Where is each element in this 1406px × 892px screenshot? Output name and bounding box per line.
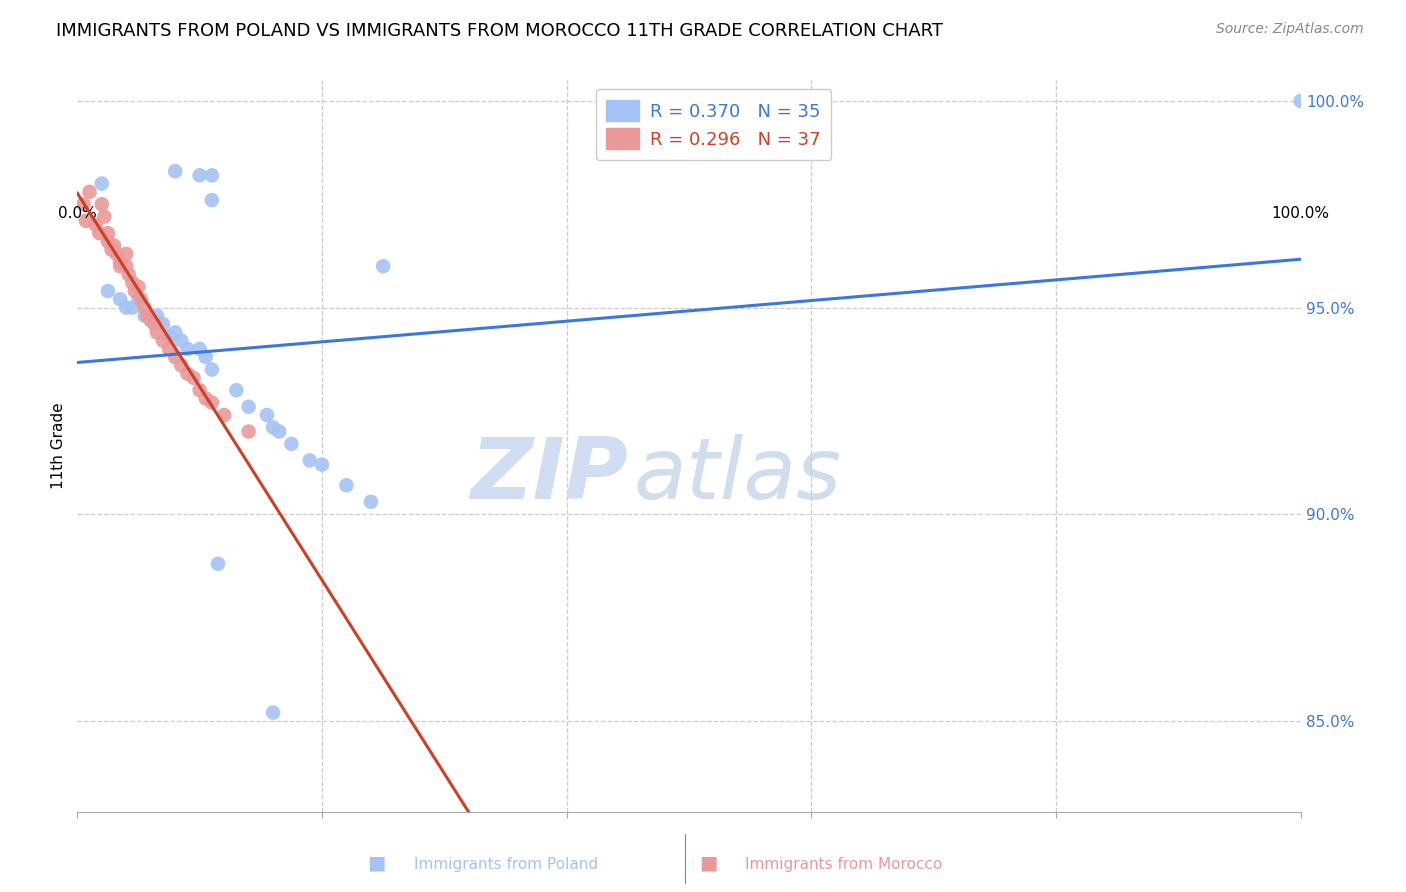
Point	[79, 185, 101, 199]
Point	[134, 309, 156, 323]
Text: 100.0%: 100.0%	[1271, 206, 1330, 221]
Text: ZIP: ZIP	[470, 434, 628, 516]
Point	[121, 276, 143, 290]
Text: atlas: atlas	[634, 434, 842, 516]
Point	[157, 329, 180, 343]
Point	[176, 367, 198, 381]
Y-axis label: 11th Grade: 11th Grade	[51, 402, 66, 490]
Point	[97, 284, 120, 298]
Point	[188, 169, 211, 183]
Text: ■: ■	[699, 854, 718, 872]
Point	[75, 214, 97, 228]
Point	[298, 453, 321, 467]
Point	[165, 326, 187, 340]
Point	[115, 301, 138, 315]
Point	[118, 268, 141, 282]
Point	[1289, 94, 1312, 108]
Point	[134, 301, 156, 315]
Point	[201, 193, 224, 207]
Text: Immigrants from Poland: Immigrants from Poland	[415, 857, 598, 872]
Point	[105, 247, 128, 261]
Point	[146, 326, 169, 340]
Point	[165, 350, 187, 364]
Point	[207, 557, 229, 571]
Point	[108, 255, 131, 269]
Point	[90, 177, 112, 191]
Point	[183, 371, 205, 385]
Point	[311, 458, 333, 472]
Point	[335, 478, 357, 492]
Point	[139, 313, 162, 327]
Point	[262, 706, 284, 720]
Point	[93, 210, 115, 224]
Point	[194, 392, 217, 406]
Point	[97, 235, 120, 249]
Point	[152, 334, 174, 348]
Point	[152, 317, 174, 331]
Point	[170, 359, 193, 373]
Point	[188, 383, 211, 397]
Point	[108, 259, 131, 273]
Point	[90, 197, 112, 211]
Point	[89, 226, 111, 240]
Point	[115, 247, 138, 261]
Text: Immigrants from Morocco: Immigrants from Morocco	[745, 857, 942, 872]
Point	[201, 395, 224, 409]
Point	[72, 197, 94, 211]
Point	[269, 425, 291, 439]
Point	[176, 342, 198, 356]
Point	[212, 408, 235, 422]
Point	[256, 408, 278, 422]
Text: 0.0%: 0.0%	[58, 206, 97, 221]
Point	[100, 243, 122, 257]
Point	[262, 420, 284, 434]
Point	[146, 309, 169, 323]
Point	[371, 259, 394, 273]
Point	[238, 400, 260, 414]
Point	[124, 284, 146, 298]
Legend: R = 0.370   N = 35, R = 0.296   N = 37: R = 0.370 N = 35, R = 0.296 N = 37	[596, 89, 831, 160]
Point	[170, 334, 193, 348]
Point	[103, 238, 125, 252]
Point	[201, 362, 224, 376]
Point	[188, 342, 211, 356]
Point	[280, 437, 302, 451]
Point	[201, 169, 224, 183]
Point	[139, 313, 162, 327]
Point	[194, 350, 217, 364]
Point	[121, 301, 143, 315]
Text: ■: ■	[367, 854, 387, 872]
Point	[136, 309, 159, 323]
Point	[108, 293, 131, 307]
Point	[157, 342, 180, 356]
Point	[128, 280, 150, 294]
Point	[129, 293, 152, 307]
Point	[115, 259, 138, 273]
Point	[165, 164, 187, 178]
Text: Source: ZipAtlas.com: Source: ZipAtlas.com	[1216, 22, 1364, 37]
Point	[128, 293, 150, 307]
Text: IMMIGRANTS FROM POLAND VS IMMIGRANTS FROM MOROCCO 11TH GRADE CORRELATION CHART: IMMIGRANTS FROM POLAND VS IMMIGRANTS FRO…	[56, 22, 943, 40]
Point	[360, 495, 382, 509]
Point	[97, 226, 120, 240]
Point	[225, 383, 247, 397]
Point	[84, 218, 107, 232]
Point	[238, 425, 260, 439]
Point	[143, 317, 166, 331]
